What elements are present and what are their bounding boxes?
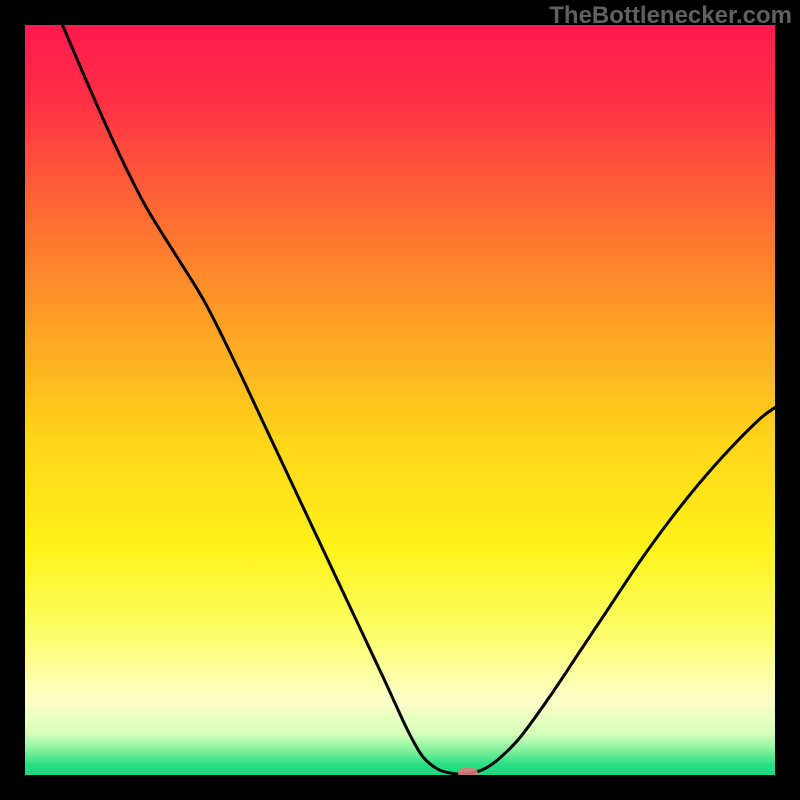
plot-area: [25, 25, 775, 775]
bottleneck-curve: [63, 25, 776, 774]
chart-container: TheBottlenecker.com: [0, 0, 800, 800]
curve-svg: [25, 25, 775, 775]
watermark-text: TheBottlenecker.com: [549, 2, 792, 30]
optimal-marker: [458, 768, 478, 776]
